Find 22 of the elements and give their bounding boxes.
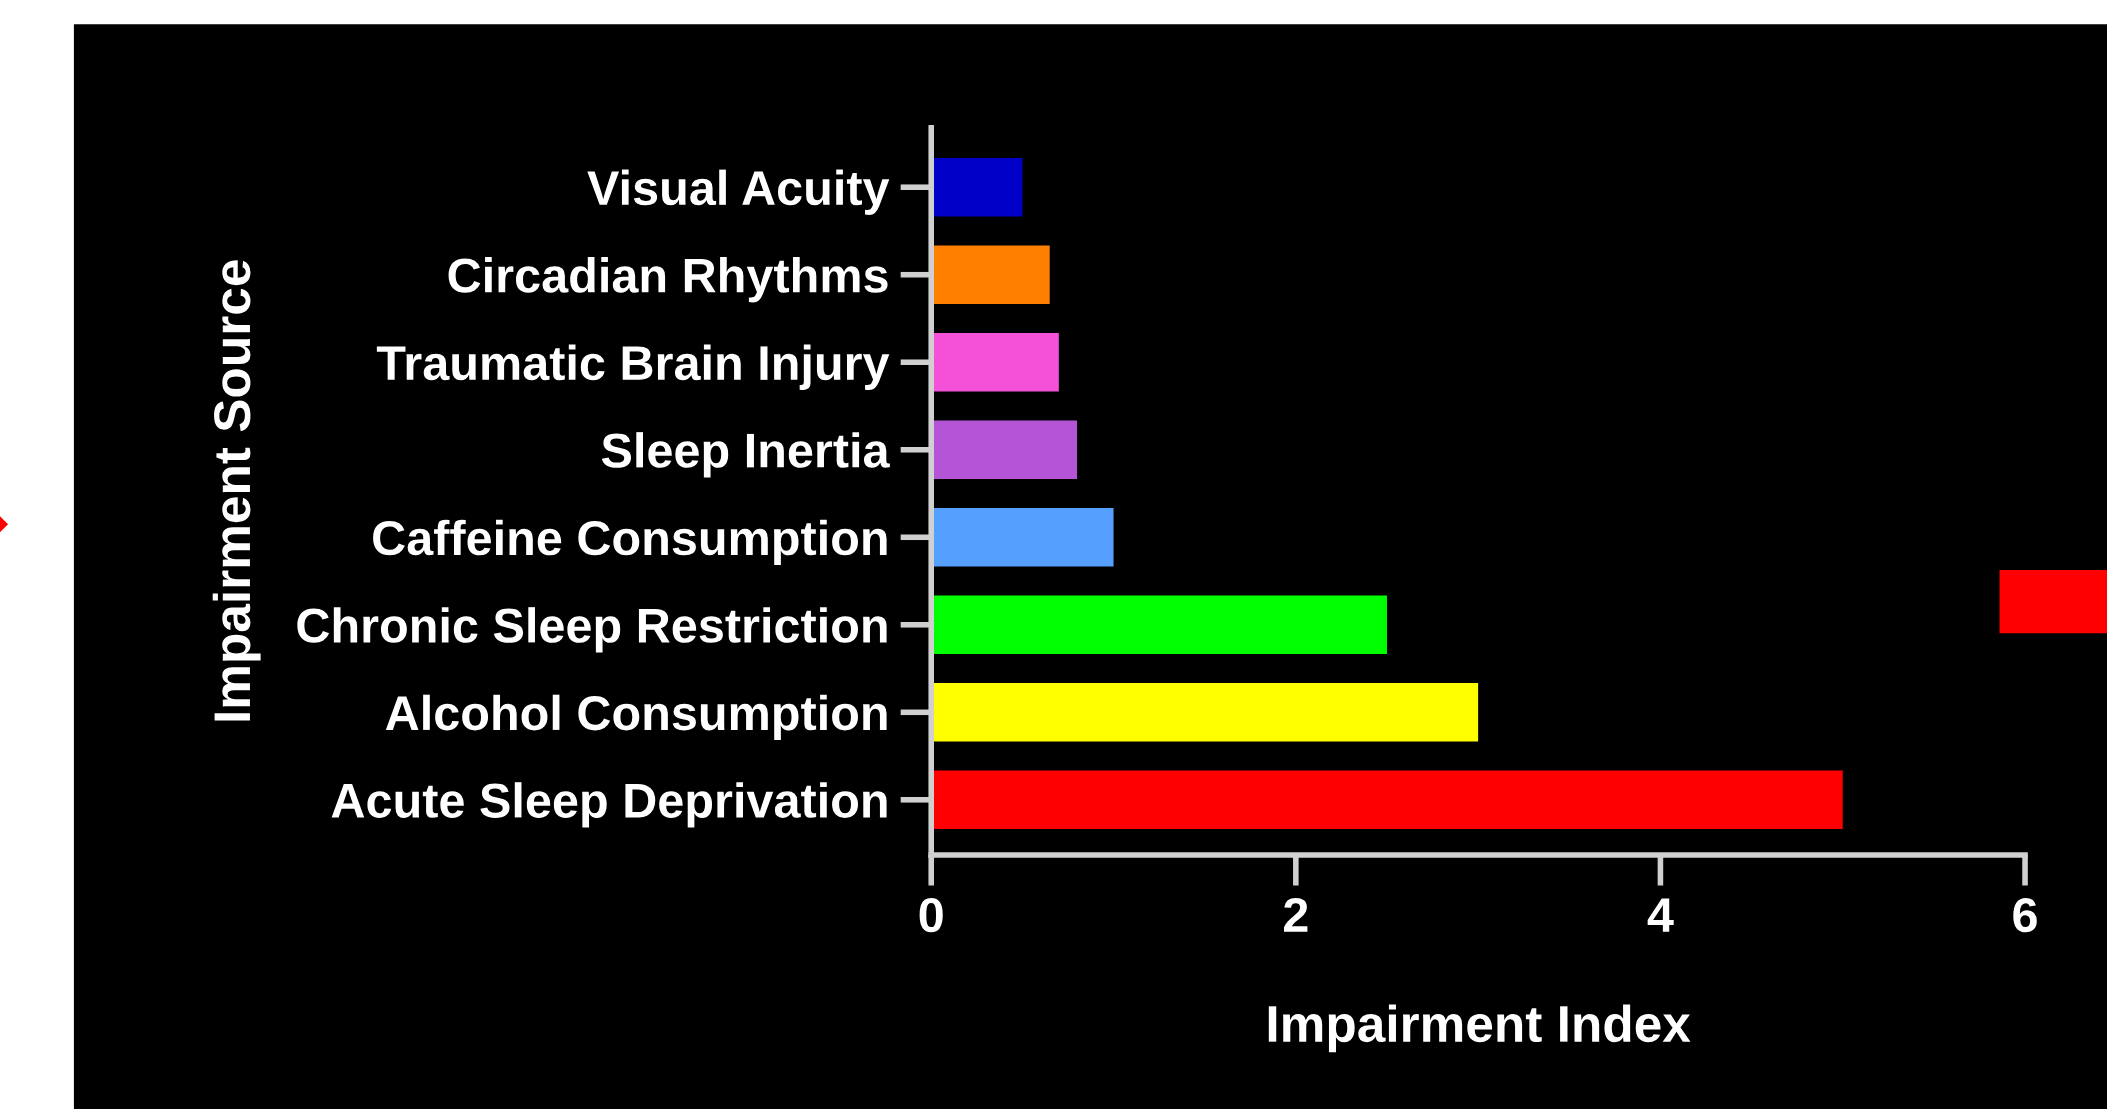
bar (931, 595, 1387, 655)
y-tick-label: Chronic Sleep Restriction (297, 607, 887, 653)
bar (931, 245, 1050, 305)
x-tick-label: 0 (919, 897, 943, 933)
bar (931, 332, 1059, 392)
bar (931, 507, 1114, 567)
y-tick-label: Caffeine Consumption (373, 519, 887, 565)
y-tick-label: Circadian Rhythms (448, 257, 888, 303)
y-tick-label: Sleep Inertia (601, 432, 890, 478)
x-tick-label: 4 (1647, 898, 1674, 932)
bar (931, 682, 1479, 742)
y-tick-label: Alcohol Consumption (385, 694, 887, 740)
x-tick-label: 2 (1283, 897, 1308, 932)
y-tick-label: Visual Acuity (587, 169, 890, 215)
y-tick-label: Traumatic Brain Injury (376, 344, 890, 390)
y-tick-label: Acute Sleep Deprivation (331, 782, 887, 828)
bar (931, 157, 1023, 217)
bar (931, 770, 1843, 830)
bar (931, 420, 1078, 480)
x-tick-label: 6 (2013, 897, 2037, 933)
x-axis-title: Impairment Index (1268, 1004, 1691, 1053)
y-axis-title: Impairment Source (212, 260, 261, 721)
